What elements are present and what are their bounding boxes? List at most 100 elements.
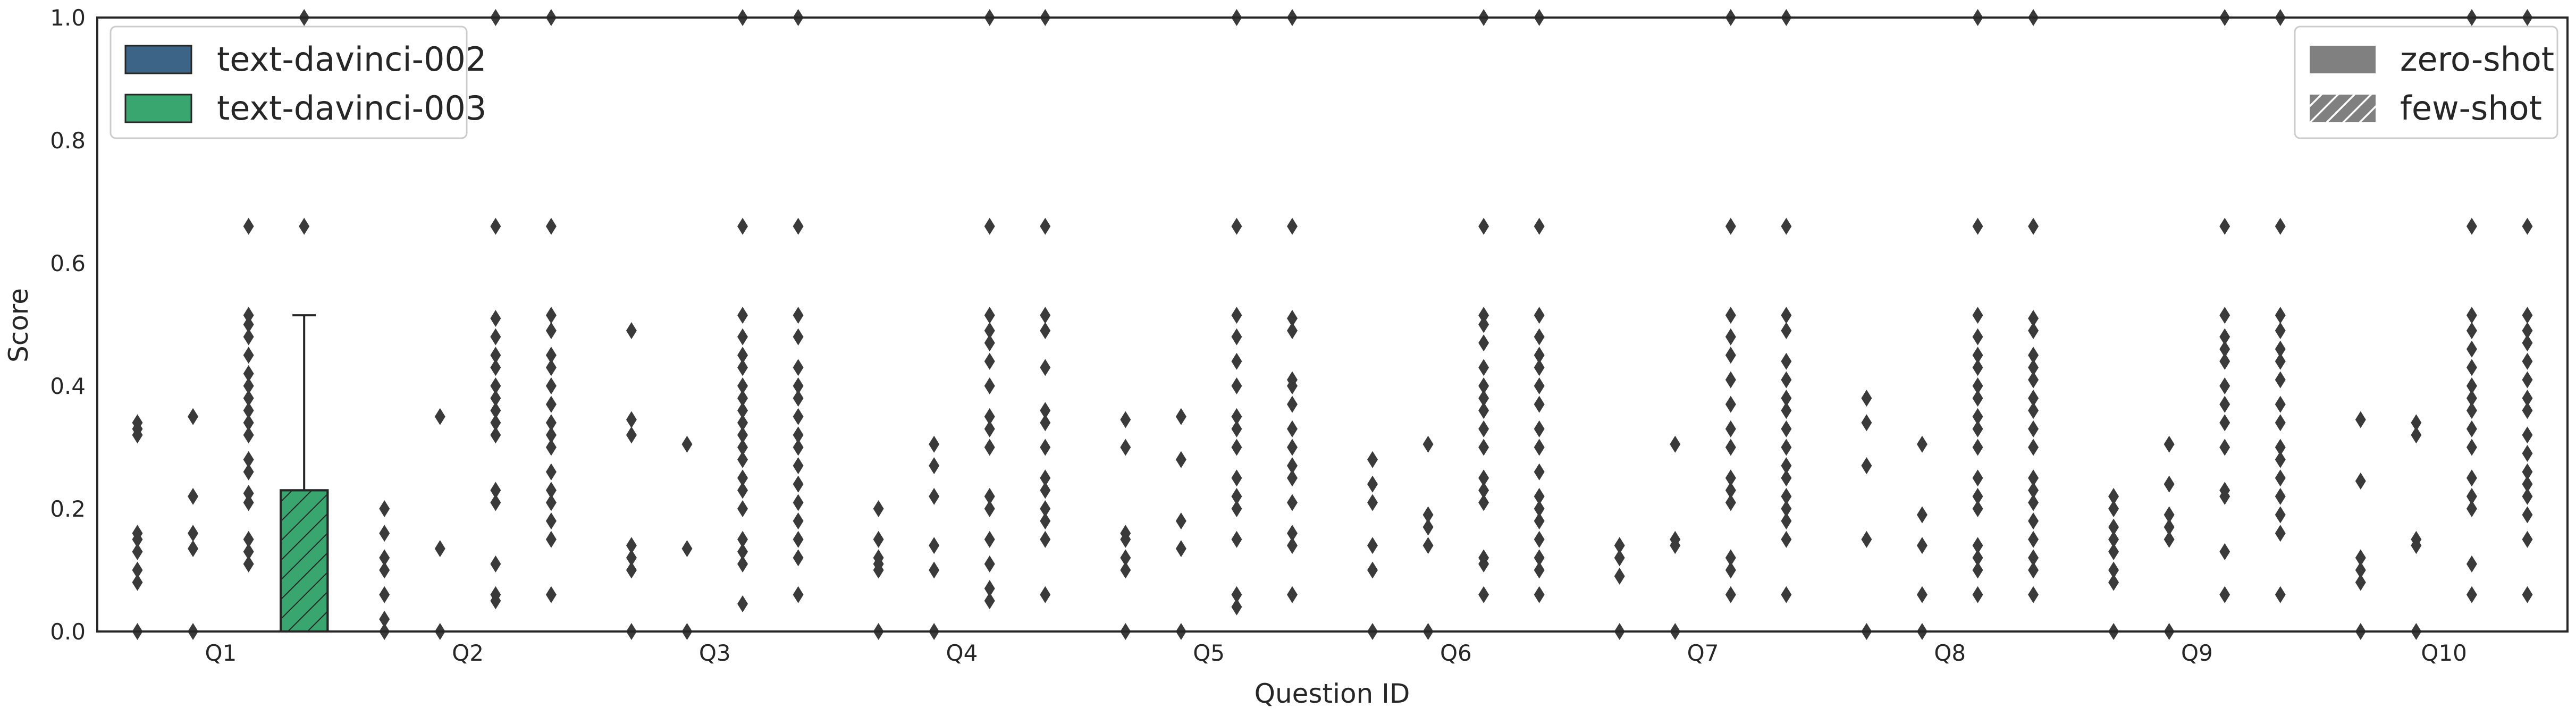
- outlier-point: [2522, 475, 2533, 493]
- y-tick-label: 0.4: [50, 373, 86, 399]
- outlier-point: [2028, 402, 2039, 419]
- outlier-point: [2522, 586, 2533, 603]
- outlier-point: [737, 469, 748, 487]
- outlier-point: [2108, 530, 2119, 548]
- x-tick-label: Q9: [2181, 640, 2213, 666]
- outlier-point: [2466, 340, 2477, 358]
- outlier-point: [1972, 307, 1983, 324]
- outlier-point: [1286, 309, 1298, 327]
- outlier-point: [1286, 586, 1298, 603]
- outlier-point: [2108, 518, 2119, 536]
- outlier-point: [1972, 420, 1983, 437]
- outlier-point: [1175, 540, 1186, 558]
- outlier-point: [2275, 322, 2286, 340]
- x-tick-label: Q4: [946, 640, 978, 666]
- x-tick-label: Q8: [1934, 640, 1966, 666]
- outlier-point: [490, 586, 501, 603]
- outlier-point: [2219, 439, 2230, 456]
- outlier-point: [1534, 487, 1545, 505]
- outlier-point: [2219, 543, 2230, 560]
- outlier-point: [2028, 494, 2039, 511]
- outlier-point: [2466, 586, 2477, 603]
- outlier-point: [243, 426, 254, 444]
- outlier-point: [1175, 408, 1186, 425]
- outlier-point: [1614, 568, 1625, 585]
- outlier-point: [737, 451, 748, 468]
- x-axis-label: Question ID: [1255, 678, 1410, 709]
- outlier-point: [1972, 561, 1983, 579]
- outlier-point: [1781, 487, 1792, 505]
- outlier-point: [1040, 500, 1051, 517]
- outlier-point: [1286, 322, 1298, 340]
- outlier-point: [490, 328, 501, 346]
- outlier-point: [1286, 457, 1298, 475]
- legend-shots: zero-shot few-shot: [2294, 26, 2558, 139]
- outlier-point: [1231, 469, 1242, 487]
- outlier-point: [1916, 435, 1927, 453]
- outlier-point: [873, 530, 884, 548]
- outlier-point: [1478, 402, 1489, 419]
- outlier-point: [793, 390, 804, 407]
- y-tick-label: 0.6: [50, 250, 86, 276]
- outlier-point: [2275, 395, 2286, 413]
- outlier-point: [1534, 500, 1545, 517]
- outlier-point: [1972, 408, 1983, 425]
- outlier-point: [2163, 530, 2175, 548]
- outlier-point: [984, 592, 995, 610]
- outlier-point: [2275, 586, 2286, 603]
- outlier-point: [188, 487, 199, 505]
- outlier-point: [984, 307, 995, 324]
- outlier-point: [1781, 530, 1792, 548]
- outlier-point: [1972, 500, 1983, 517]
- outlier-point: [1231, 586, 1242, 603]
- legend-label-davinci-003: text-davinci-003: [217, 89, 486, 128]
- outlier-point: [2411, 530, 2422, 548]
- outlier-point: [984, 555, 995, 572]
- outlier-point: [2219, 352, 2230, 370]
- outlier-point: [737, 402, 748, 419]
- legend-label-davinci-002: text-davinci-002: [217, 40, 486, 79]
- outlier-point: [1725, 371, 1736, 389]
- outlier-point: [984, 530, 995, 548]
- outlier-point: [188, 408, 199, 425]
- outlier-point: [1534, 377, 1545, 394]
- outlier-point: [793, 408, 804, 425]
- outlier-point: [2108, 500, 2119, 517]
- outlier-point: [1725, 494, 1736, 511]
- outlier-point: [2466, 377, 2477, 394]
- outlier-point: [2275, 469, 2286, 487]
- outlier-point: [490, 217, 501, 235]
- outlier-point: [490, 555, 501, 572]
- y-axis-label: Score: [3, 288, 34, 363]
- outlier-point: [2522, 402, 2533, 419]
- outlier-point: [2028, 322, 2039, 340]
- outlier-point: [2108, 543, 2119, 560]
- outlier-point: [793, 307, 804, 324]
- outlier-point: [2522, 371, 2533, 389]
- outlier-point: [545, 426, 557, 444]
- outlier-point: [1231, 328, 1242, 346]
- outlier-point: [1175, 512, 1186, 530]
- outlier-point: [737, 359, 748, 376]
- outlier-point: [545, 414, 557, 432]
- outlier-point: [2163, 506, 2175, 524]
- outlier-point: [737, 217, 748, 235]
- outlier-point: [490, 377, 501, 394]
- outlier-point: [984, 487, 995, 505]
- outlier-point: [2028, 420, 2039, 437]
- outlier-point: [2219, 395, 2230, 413]
- outlier-point: [1367, 494, 1378, 511]
- outlier-point: [1478, 307, 1489, 324]
- outlier-point: [1231, 530, 1242, 548]
- outlier-point: [873, 500, 884, 517]
- outlier-point: [2275, 487, 2286, 505]
- outlier-point: [2466, 487, 2477, 505]
- outlier-point: [1781, 420, 1792, 437]
- outlier-point: [2108, 561, 2119, 579]
- outlier-point: [1478, 420, 1489, 437]
- outlier-point: [243, 543, 254, 560]
- outlier-point: [1861, 390, 1872, 407]
- outlier-point: [1972, 377, 1983, 394]
- outlier-point: [2028, 371, 2039, 389]
